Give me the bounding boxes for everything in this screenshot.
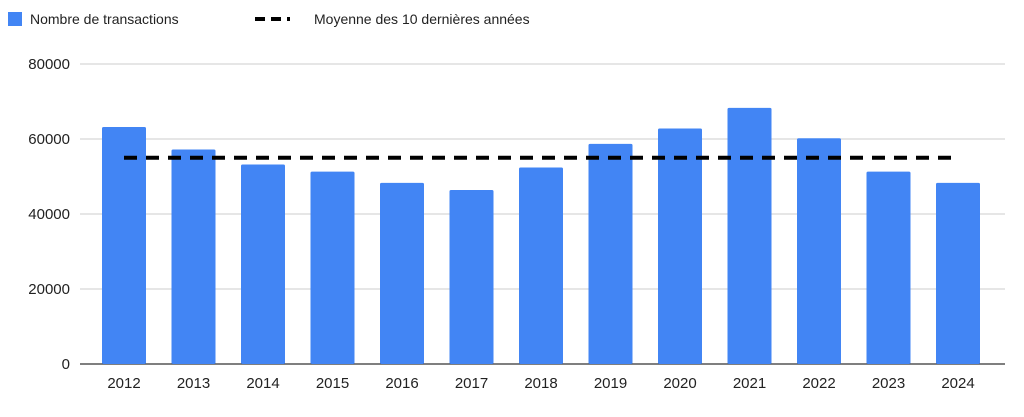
legend-label-average: Moyenne des 10 dernières années (314, 11, 530, 27)
x-tick-label: 2016 (385, 375, 418, 392)
x-tick-label: 2013 (177, 375, 210, 392)
x-tick-label: 2020 (663, 375, 696, 392)
x-tick-label: 2018 (524, 375, 557, 392)
x-tick-label: 2014 (246, 375, 279, 392)
bar-2017 (449, 190, 494, 364)
legend-label-transactions: Nombre de transactions (30, 11, 179, 27)
legend-swatch-transactions (8, 12, 22, 26)
bar-2021 (727, 107, 772, 364)
bar-2018 (519, 167, 563, 364)
bar-2022 (797, 138, 841, 364)
x-axis-tick-labels: 2012 2013 2014 2015 2016 2017 2018 2019 2020 2021… (107, 375, 974, 392)
y-axis-tick-labels: 0 20000 40000 60000 80000 (28, 56, 70, 373)
bar-2012 (102, 127, 146, 364)
x-tick-label: 2024 (941, 375, 974, 392)
bar-2014 (241, 164, 285, 364)
bars (102, 107, 980, 364)
x-tick-label: 2017 (455, 375, 488, 392)
bar-2023 (866, 171, 911, 364)
x-tick-label: 2019 (594, 375, 627, 392)
x-tick-label: 2015 (316, 375, 349, 392)
bar-2020 (658, 128, 702, 364)
x-tick-label: 2012 (107, 375, 140, 392)
bar-2015 (310, 171, 355, 364)
y-tick-label: 0 (62, 356, 70, 373)
y-tick-label: 80000 (28, 56, 70, 73)
y-tick-label: 60000 (28, 131, 70, 148)
legend: Nombre de transactions Moyenne des 10 de… (8, 11, 530, 27)
bar-2016 (380, 182, 424, 364)
y-tick-label: 40000 (28, 206, 70, 223)
x-tick-label: 2022 (802, 375, 835, 392)
bar-2019 (588, 143, 633, 364)
bar-2024 (936, 182, 980, 364)
bar-2013 (171, 149, 216, 364)
y-tick-label: 20000 (28, 281, 70, 298)
x-tick-label: 2023 (872, 375, 905, 392)
x-tick-label: 2021 (733, 375, 766, 392)
